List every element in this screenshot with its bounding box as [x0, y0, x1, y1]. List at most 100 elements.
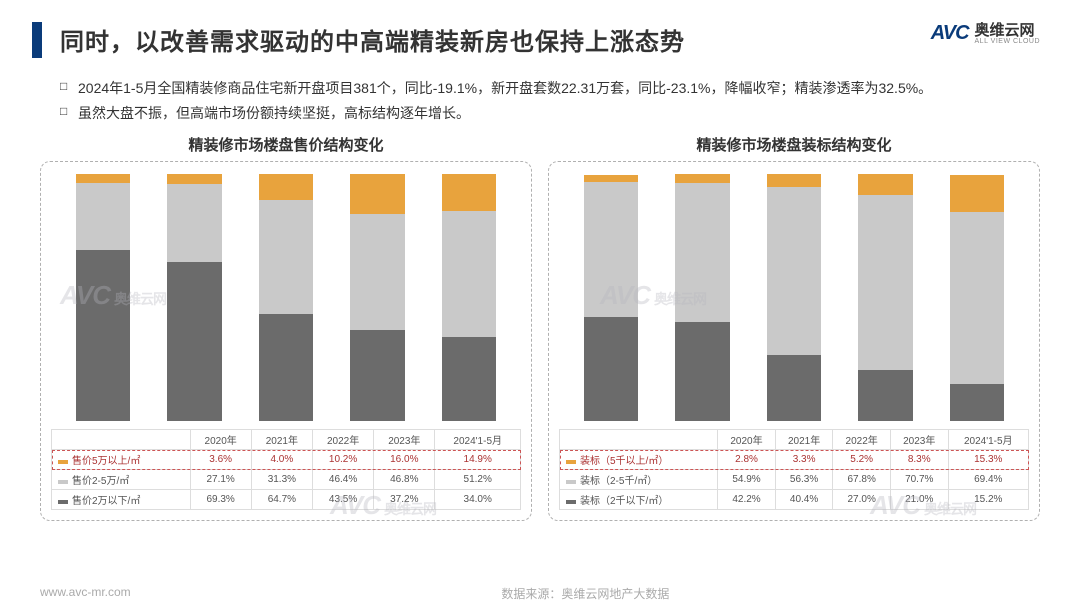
table-cell: 34.0% — [435, 490, 521, 510]
table-cell: 2.8% — [718, 450, 776, 470]
bar-stack — [675, 174, 729, 421]
series-label-cell: 装标（5千以上/㎡） — [560, 450, 718, 470]
table-cell: 31.3% — [251, 470, 312, 490]
table-cell: 42.2% — [718, 490, 776, 510]
legend-swatch-icon — [58, 500, 68, 504]
bar-column — [659, 174, 747, 421]
table-header-cell: 2023年 — [890, 430, 948, 450]
bar-segment — [584, 175, 638, 182]
table-header-cell: 2021年 — [251, 430, 312, 450]
bar-segment — [76, 250, 130, 421]
table-cell: 16.0% — [374, 450, 435, 470]
table-cell: 4.0% — [251, 450, 312, 470]
bar-segment — [442, 174, 496, 211]
bar-segment — [442, 211, 496, 337]
table-row: 装标（2-5千/㎡）54.9%56.3%67.8%70.7%69.4% — [560, 470, 1029, 490]
bullet-2: 虽然大盘不振，但高端市场份额持续坚挺，高标结构逐年增长。 — [60, 101, 1030, 126]
table-cell: 14.9% — [435, 450, 521, 470]
bar-column — [933, 174, 1021, 421]
chart-data-table: 2020年2021年2022年2023年2024'1-5月售价5万以上/㎡3.6… — [51, 429, 521, 510]
table-cell: 27.0% — [833, 490, 891, 510]
bar-stack — [442, 174, 496, 421]
bar-segment — [767, 355, 821, 422]
footer: www.avc-mr.com 数据来源：奥维云网地产大数据 — [0, 585, 1080, 602]
table-cell: 8.3% — [890, 450, 948, 470]
chart-right-panel: 精装修市场楼盘装标结构变化 2020年2021年2022年2023年2024'1… — [548, 134, 1040, 521]
table-cell: 46.4% — [312, 470, 373, 490]
brand-logo: AVC 奥维云网 ALL VIEW CLOUD — [931, 22, 1040, 45]
series-label-cell: 装标（2-5千/㎡） — [560, 470, 718, 490]
bar-segment — [858, 370, 912, 422]
table-cell: 64.7% — [251, 490, 312, 510]
table-cell: 69.3% — [190, 490, 251, 510]
bar-segment — [858, 195, 912, 370]
table-cell: 69.4% — [948, 470, 1028, 490]
table-cell: 3.6% — [190, 450, 251, 470]
table-row: 装标（5千以上/㎡）2.8%3.3%5.2%8.3%15.3% — [560, 450, 1029, 470]
table-cell: 54.9% — [718, 470, 776, 490]
table-row: 售价2-5万/㎡27.1%31.3%46.4%46.8%51.2% — [52, 470, 521, 490]
logo-en: ALL VIEW CLOUD — [975, 38, 1040, 45]
bar-segment — [76, 174, 130, 183]
table-cell: 51.2% — [435, 470, 521, 490]
bar-segment — [950, 212, 1004, 383]
series-label-cell: 装标（2千以下/㎡） — [560, 490, 718, 510]
bar-segment — [767, 174, 821, 187]
chart-left-title: 精装修市场楼盘售价结构变化 — [40, 134, 532, 155]
charts-row: 精装修市场楼盘售价结构变化 2020年2021年2022年2023年2024'1… — [0, 134, 1080, 521]
legend-swatch-icon — [566, 480, 576, 484]
bar-stack — [167, 174, 221, 421]
chart-right-title: 精装修市场楼盘装标结构变化 — [548, 134, 1040, 155]
bar-segment — [675, 183, 729, 322]
series-label-cell: 售价2-5万/㎡ — [52, 470, 191, 490]
bar-column — [425, 174, 513, 421]
bar-column — [750, 174, 838, 421]
footer-source: 数据来源：奥维云网地产大数据 — [131, 585, 1040, 602]
legend-swatch-icon — [566, 460, 576, 464]
series-label-cell: 售价2万以下/㎡ — [52, 490, 191, 510]
bar-segment — [259, 174, 313, 199]
bar-segment — [167, 262, 221, 422]
series-label-cell: 售价5万以上/㎡ — [52, 450, 191, 470]
table-header-cell: 2022年 — [833, 430, 891, 450]
table-header-cell: 2024'1-5月 — [435, 430, 521, 450]
legend-swatch-icon — [566, 500, 576, 504]
legend-swatch-icon — [58, 480, 68, 484]
chart-data-table: 2020年2021年2022年2023年2024'1-5月装标（5千以上/㎡）2… — [559, 429, 1029, 510]
table-cell: 46.8% — [374, 470, 435, 490]
page-title: 同时，以改善需求驱动的中高端精装新房也保持上涨态势 — [60, 22, 931, 57]
table-header-cell: 2021年 — [775, 430, 833, 450]
table-cell: 67.8% — [833, 470, 891, 490]
bar-column — [59, 174, 147, 421]
bar-segment — [767, 187, 821, 354]
bar-column — [242, 174, 330, 421]
bar-column — [567, 174, 655, 421]
bar-stack — [858, 174, 912, 421]
chart-left-panel: 精装修市场楼盘售价结构变化 2020年2021年2022年2023年2024'1… — [40, 134, 532, 521]
table-cell: 37.2% — [374, 490, 435, 510]
bar-segment — [350, 330, 404, 422]
bar-segment — [259, 200, 313, 315]
bar-stack — [259, 174, 313, 421]
table-cell: 5.2% — [833, 450, 891, 470]
table-cell: 56.3% — [775, 470, 833, 490]
bar-segment — [76, 183, 130, 250]
bullet-1: 2024年1-5月全国精装修商品住宅新开盘项目381个，同比-19.1%，新开盘… — [60, 76, 1030, 101]
header: 同时，以改善需求驱动的中高端精装新房也保持上涨态势 AVC 奥维云网 ALL V… — [0, 0, 1080, 58]
accent-bar — [32, 22, 42, 58]
bar-segment — [167, 174, 221, 184]
table-cell: 43.5% — [312, 490, 373, 510]
bar-segment — [350, 214, 404, 330]
bar-segment — [167, 184, 221, 261]
table-row: 装标（2千以下/㎡）42.2%40.4%27.0%21.0%15.2% — [560, 490, 1029, 510]
bar-stack — [950, 174, 1004, 421]
table-header-cell: 2024'1-5月 — [948, 430, 1028, 450]
table-header-cell: 2020年 — [718, 430, 776, 450]
table-header-cell: 2020年 — [190, 430, 251, 450]
table-header-cell: 2022年 — [312, 430, 373, 450]
bar-stack — [350, 174, 404, 421]
bar-segment — [584, 317, 638, 421]
bar-column — [842, 174, 930, 421]
bar-column — [151, 174, 239, 421]
bar-stack — [76, 174, 130, 421]
